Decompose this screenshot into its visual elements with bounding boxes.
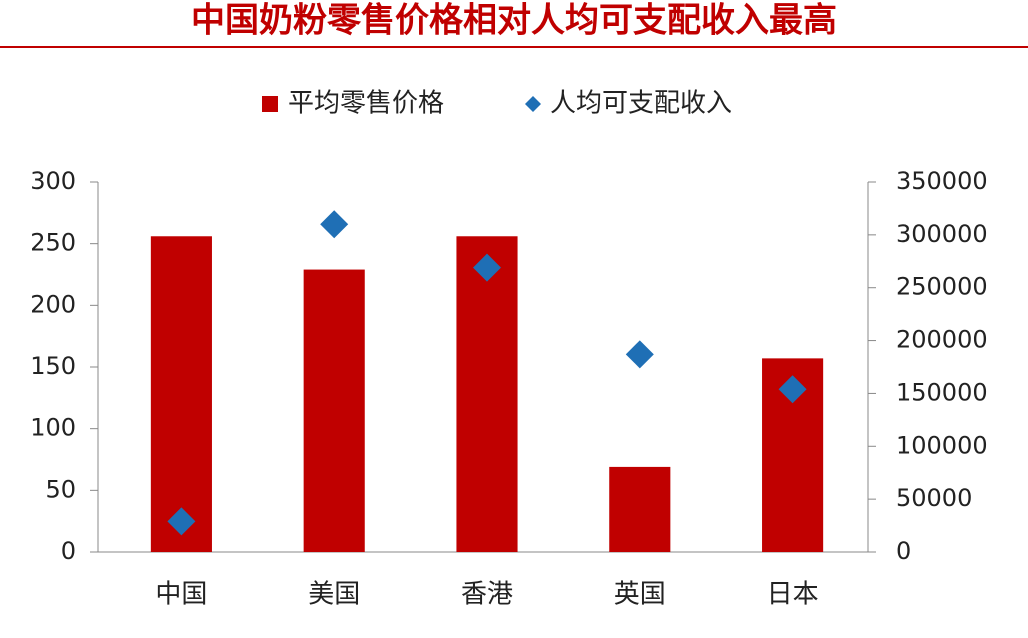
bar bbox=[150, 236, 212, 552]
y2-tick-label: 150000 bbox=[896, 378, 988, 406]
bar bbox=[456, 236, 518, 552]
y-tick-label: 200 bbox=[30, 290, 76, 318]
y-tick-label: 300 bbox=[30, 167, 76, 195]
marker bbox=[473, 253, 501, 282]
marker bbox=[320, 210, 349, 239]
y-tick-label: 0 bbox=[61, 537, 76, 565]
bar bbox=[303, 269, 365, 552]
x-tick-label: 英国 bbox=[614, 580, 666, 610]
y2-tick-label: 300000 bbox=[896, 220, 988, 248]
marker bbox=[625, 340, 654, 369]
legend-swatch bbox=[525, 96, 541, 112]
y-tick-label: 150 bbox=[30, 352, 76, 380]
marker bbox=[778, 375, 807, 404]
y2-tick-label: 0 bbox=[896, 537, 911, 565]
legend-label: 平均零售价格 bbox=[288, 89, 444, 119]
y2-tick-label: 350000 bbox=[896, 167, 988, 195]
x-tick-label: 美国 bbox=[308, 580, 360, 610]
y2-tick-label: 100000 bbox=[896, 431, 988, 459]
y2-tick-label: 200000 bbox=[896, 326, 988, 354]
legend-label: 人均可支配收入 bbox=[550, 89, 732, 119]
bar bbox=[609, 466, 671, 552]
y2-tick-label: 50000 bbox=[896, 484, 972, 512]
y-tick-label: 100 bbox=[30, 414, 76, 442]
x-tick-label: 中国 bbox=[155, 580, 207, 610]
marker bbox=[167, 507, 196, 536]
x-tick-label: 日本 bbox=[767, 580, 819, 610]
legend-swatch bbox=[262, 96, 278, 112]
y-tick-label: 50 bbox=[45, 475, 76, 503]
chart-title: 中国奶粉零售价格相对人均可支配收入最高 bbox=[191, 1, 837, 41]
y2-tick-label: 250000 bbox=[896, 273, 988, 301]
x-tick-label: 香港 bbox=[461, 580, 513, 610]
y-tick-label: 250 bbox=[30, 229, 76, 257]
